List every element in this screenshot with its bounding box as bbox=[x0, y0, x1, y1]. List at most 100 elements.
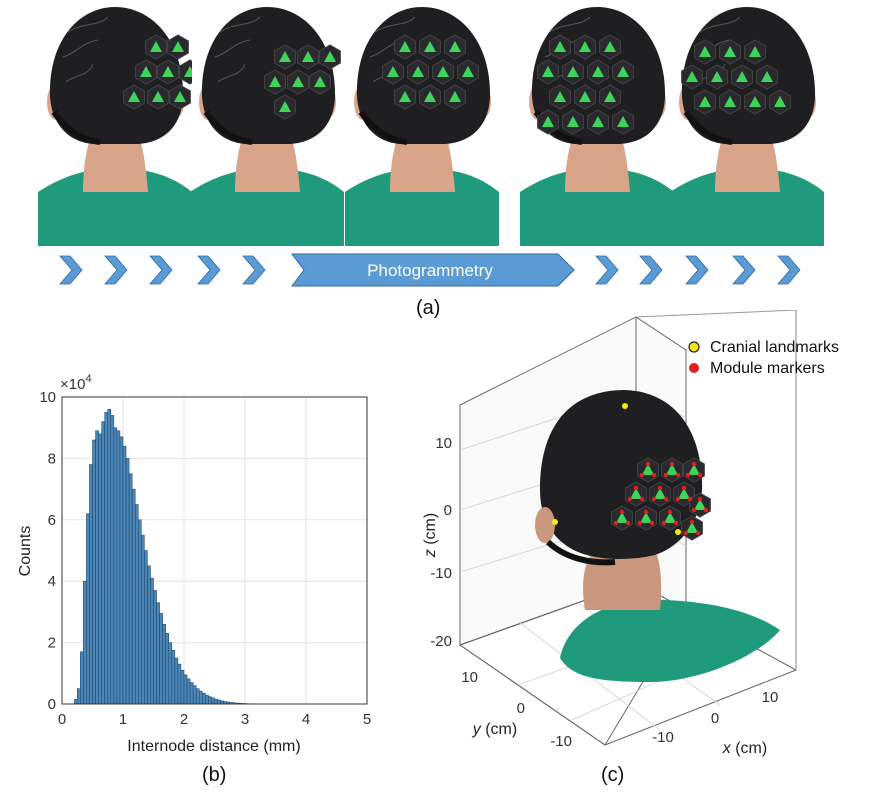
histogram-xlabel: Internode distance (mm) bbox=[127, 738, 300, 755]
panel-c-label: (c) bbox=[601, 764, 625, 786]
module-marker bbox=[651, 496, 657, 502]
scan-module-triangle bbox=[686, 522, 698, 533]
histogram-bar bbox=[195, 688, 200, 705]
y-tick-label: 6 bbox=[48, 512, 56, 529]
y-tick-label: 8 bbox=[48, 450, 56, 467]
scan-module-triangle bbox=[678, 488, 690, 499]
photo-view-2 bbox=[190, 2, 344, 246]
cranial-landmark bbox=[552, 519, 558, 525]
chevron-right-icon bbox=[104, 255, 128, 285]
legend-swatch-module bbox=[689, 363, 699, 373]
histogram-bar bbox=[162, 623, 166, 705]
x-tick: 10 bbox=[762, 689, 779, 706]
scan-module-triangle bbox=[666, 464, 678, 475]
photo-view-3 bbox=[345, 2, 499, 246]
x-axis-label: x (cm) bbox=[722, 740, 767, 757]
histogram-ticks: 0 1 2 3 4 5 0 2 4 6 8 10 bbox=[39, 389, 371, 728]
histogram-bar bbox=[73, 699, 78, 705]
z-axis: 10 0 -10 -20 z (cm) bbox=[422, 435, 452, 650]
module-marker bbox=[639, 472, 645, 478]
module-marker bbox=[613, 520, 619, 526]
legend-label-cranial: Cranial landmarks bbox=[710, 339, 839, 356]
histogram-bar bbox=[199, 690, 203, 705]
histogram-bar bbox=[174, 657, 179, 705]
module-marker bbox=[633, 485, 639, 491]
module-marker bbox=[619, 509, 625, 515]
chevron-right-icon bbox=[242, 255, 266, 285]
cranial-landmark bbox=[675, 529, 681, 535]
histogram-bar bbox=[131, 488, 136, 705]
chevron-right-icon bbox=[777, 255, 801, 285]
histogram-bars bbox=[73, 409, 279, 705]
x-tick: -10 bbox=[652, 729, 674, 746]
histogram-bar bbox=[192, 685, 197, 705]
histogram-bar bbox=[217, 699, 221, 705]
histogram-exponent: ×104 bbox=[60, 373, 92, 393]
module-marker bbox=[697, 496, 703, 502]
module-marker bbox=[685, 472, 691, 478]
histogram-bar bbox=[156, 602, 160, 705]
histogram-ylabel: Counts bbox=[17, 526, 34, 577]
z-tick: -10 bbox=[430, 565, 452, 582]
legend-label-module: Module markers bbox=[710, 360, 825, 377]
histogram-bar bbox=[150, 577, 154, 705]
module-marker bbox=[691, 461, 697, 467]
module-marker bbox=[663, 496, 669, 502]
histogram-bar bbox=[83, 580, 87, 705]
histogram-bar bbox=[101, 421, 105, 705]
module-marker bbox=[639, 496, 645, 502]
histogram-bar bbox=[153, 590, 157, 705]
histogram-bar bbox=[113, 427, 118, 705]
histogram-axes-box bbox=[61, 396, 368, 705]
legend-swatch-cranial bbox=[688, 341, 700, 353]
x-tick-label: 2 bbox=[180, 711, 188, 728]
histogram-bar bbox=[122, 445, 127, 705]
y-axis-label: y (cm) bbox=[472, 721, 517, 738]
module-marker bbox=[695, 530, 701, 536]
z-tick: 0 bbox=[444, 502, 452, 519]
y-tick: -10 bbox=[550, 733, 572, 750]
histogram-bar bbox=[186, 678, 191, 705]
histogram-bar bbox=[116, 430, 121, 705]
scan-module-triangle bbox=[664, 512, 676, 523]
cranial-landmark bbox=[622, 403, 628, 409]
x-tick-label: 0 bbox=[58, 711, 66, 728]
chevron-right-icon bbox=[149, 255, 173, 285]
head-scan bbox=[535, 390, 780, 682]
module-marker bbox=[669, 461, 675, 467]
histogram-bar bbox=[165, 633, 169, 705]
histogram-bar bbox=[86, 513, 90, 705]
scan-module-triangle bbox=[642, 464, 654, 475]
y-tick-label: 10 bbox=[39, 389, 56, 406]
scan-module-triangle bbox=[654, 488, 666, 499]
y-tick-label: 0 bbox=[48, 696, 56, 713]
histogram-bar bbox=[205, 694, 209, 705]
module-marker bbox=[667, 509, 673, 515]
histogram-bar bbox=[141, 534, 145, 705]
photo-view-5 bbox=[670, 2, 824, 246]
module-markers bbox=[613, 461, 709, 536]
histogram-bar bbox=[89, 464, 93, 705]
histogram-bar bbox=[180, 669, 185, 705]
module-marker bbox=[643, 509, 649, 515]
module-marker bbox=[703, 507, 709, 513]
histogram-bar bbox=[147, 565, 151, 705]
photogrammetry-arrow bbox=[291, 253, 575, 287]
histogram-bar bbox=[80, 651, 84, 705]
module-marker bbox=[649, 520, 655, 526]
histogram-bar bbox=[183, 674, 188, 705]
module-marker bbox=[661, 520, 667, 526]
x-tick: 0 bbox=[711, 710, 719, 727]
module-marker bbox=[651, 472, 657, 478]
histogram-bar bbox=[110, 415, 115, 705]
module-marker bbox=[687, 496, 693, 502]
module-marker bbox=[673, 520, 679, 526]
scan-module-triangle bbox=[640, 512, 652, 523]
histogram-bar bbox=[202, 693, 206, 705]
module-marker bbox=[683, 530, 689, 536]
z-axis-label: z (cm) bbox=[422, 513, 439, 558]
y-tick-label: 2 bbox=[48, 635, 56, 652]
photo-view-1 bbox=[38, 2, 192, 246]
z-tick: -20 bbox=[430, 633, 452, 650]
module-marker bbox=[681, 485, 687, 491]
